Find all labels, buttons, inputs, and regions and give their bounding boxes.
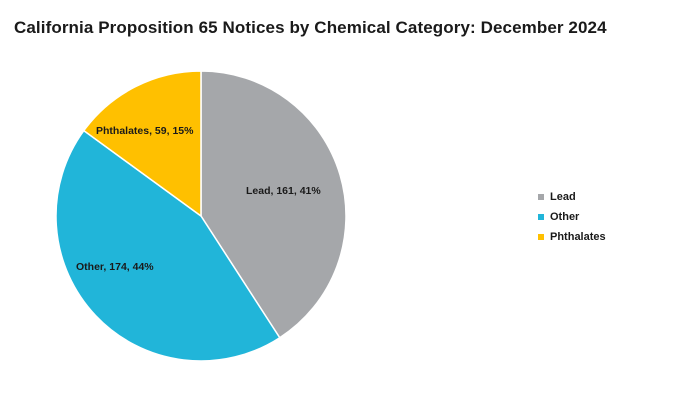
data-label-other: Other, 174, 44% xyxy=(76,261,154,273)
pie-slice-other xyxy=(55,129,281,362)
data-label-lead: Lead, 161, 41% xyxy=(246,185,321,197)
legend-item-other: Other xyxy=(538,207,606,227)
legend-swatch xyxy=(538,214,544,220)
pie-slice-phthalates xyxy=(82,70,202,218)
data-label-phthalates: Phthalates, 59, 15% xyxy=(96,125,194,137)
chart-title: California Proposition 65 Notices by Che… xyxy=(14,18,607,37)
legend-swatch xyxy=(538,194,544,200)
legend-label: Lead xyxy=(550,191,576,203)
chart-legend: Lead Other Phthalates xyxy=(538,187,606,247)
legend-label: Other xyxy=(550,211,580,223)
legend-item-phthalates: Phthalates xyxy=(538,227,606,247)
legend-swatch xyxy=(538,234,544,240)
legend-label: Phthalates xyxy=(550,231,606,243)
legend-item-lead: Lead xyxy=(538,187,606,207)
